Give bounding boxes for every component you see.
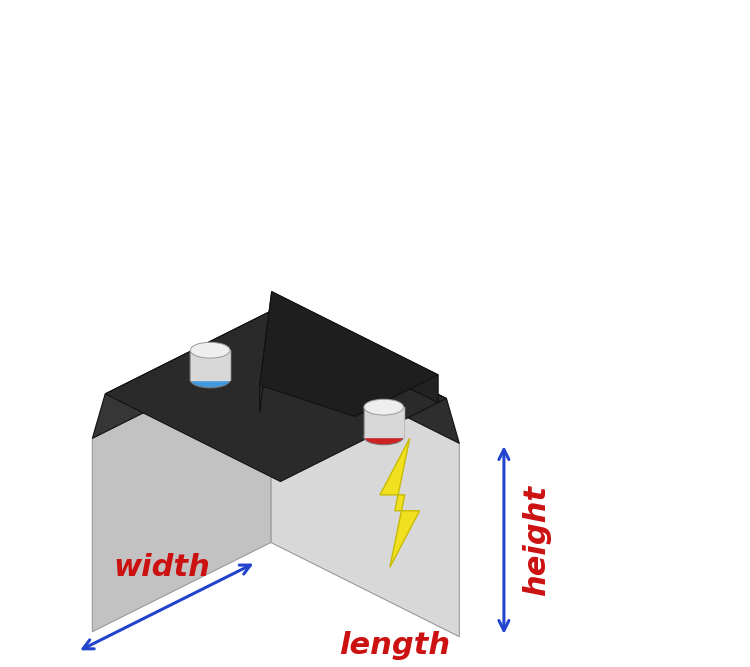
Polygon shape bbox=[190, 350, 230, 380]
Polygon shape bbox=[380, 438, 420, 567]
Polygon shape bbox=[260, 291, 272, 413]
Text: length: length bbox=[339, 631, 451, 660]
Polygon shape bbox=[105, 311, 446, 482]
Polygon shape bbox=[364, 407, 404, 437]
Text: width: width bbox=[113, 553, 210, 582]
Polygon shape bbox=[92, 311, 272, 438]
Text: height: height bbox=[522, 484, 550, 596]
Polygon shape bbox=[272, 291, 438, 403]
Polygon shape bbox=[260, 291, 438, 416]
Polygon shape bbox=[92, 349, 271, 632]
Ellipse shape bbox=[190, 342, 230, 358]
Ellipse shape bbox=[364, 429, 404, 445]
Polygon shape bbox=[271, 349, 459, 637]
Ellipse shape bbox=[364, 399, 404, 415]
Ellipse shape bbox=[190, 372, 230, 388]
Polygon shape bbox=[271, 311, 459, 444]
